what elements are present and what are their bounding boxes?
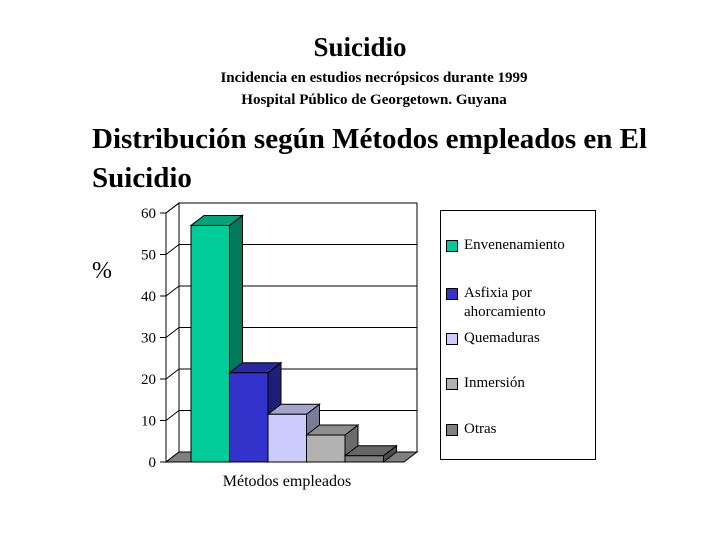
bar-3 [267,413,307,463]
bar-4 [306,434,346,463]
x-axis-label: Métodos empleados [223,473,351,490]
bar-1 [190,224,230,463]
gridline-side [165,244,180,255]
legend-label: Asfixia por ahorcamiento [464,285,546,320]
legend-item: Quemaduras [446,329,596,348]
gridline-side [165,327,180,338]
y-tick-label: 50 [141,248,156,264]
legend-item: Inmersión [446,374,596,393]
y-tick-label: 60 [141,206,156,222]
legend-swatch [446,378,458,390]
legend-item: Envenenamiento [446,236,596,255]
subtitle-hospital: Hospital Público de Georgetown. Guyana [241,92,507,108]
legend-swatch [446,333,458,345]
gridline-side [165,368,180,380]
gridline-side [165,285,180,297]
legend-swatch [446,288,458,300]
gridline-side [165,410,180,421]
y-tick-label: 30 [141,331,156,347]
y-tick-label: 20 [141,372,156,388]
legend-label: Envenenamiento [464,237,565,253]
gridline-side [165,202,180,214]
page-title: Suicidio [313,32,407,62]
y-tick-label: 10 [141,414,156,430]
legend-item: Asfixia por ahorcamiento [446,284,574,322]
bar-5 [344,455,384,463]
legend-swatch [446,240,458,252]
bar-2 [229,372,269,463]
legend-label: Inmersión [464,375,525,391]
legend-label: Quemaduras [464,330,540,346]
legend-item: Otras [446,420,596,439]
legend-swatch [446,424,458,436]
chart-legend: Envenenamiento Asfixia por ahorcamiento Qu… [440,210,596,460]
subtitle-study: Incidencia en estudios necrópsicos duran… [220,70,528,86]
y-axis-label: % [92,258,112,284]
legend-label: Otras [464,421,497,437]
y-tick-label: 0 [149,455,157,471]
y-tick-label: 40 [141,289,156,305]
section-title: Distribución según Métodos empleados en … [92,123,648,194]
